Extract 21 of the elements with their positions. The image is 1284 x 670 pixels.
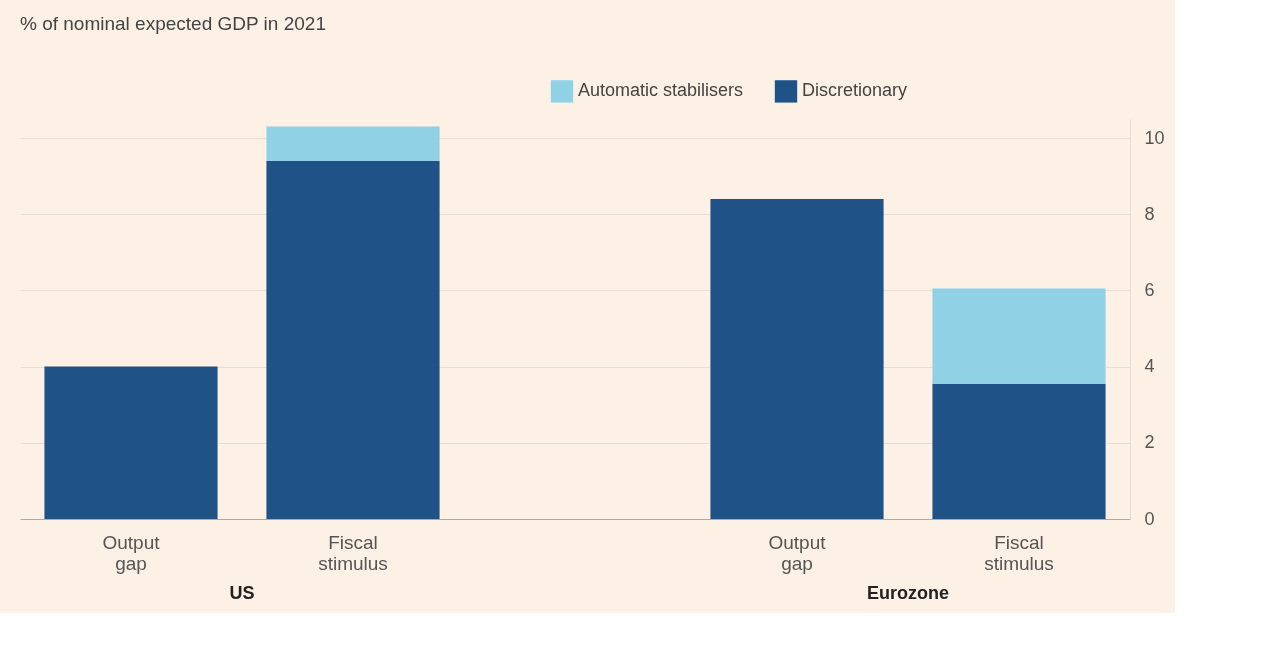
x-tick-label: Fiscal stimulus [318, 531, 388, 574]
y-tick-label: 0 [1144, 508, 1155, 529]
bar [266, 160, 440, 519]
legend-label: Automatic stabilisers [578, 80, 744, 101]
legend-label: Discretionary [802, 80, 908, 101]
bar [932, 288, 1106, 384]
bar [44, 366, 218, 519]
y-tick-label: 8 [1144, 203, 1155, 224]
y-tick-label: 2 [1144, 432, 1155, 453]
y-tick-label: 4 [1144, 356, 1155, 377]
chart-title: % of nominal expected GDP in 2021 [20, 13, 326, 34]
bar [932, 383, 1106, 519]
y-tick-label: 10 [1144, 127, 1165, 148]
text: US [229, 583, 255, 603]
y-tick-label: 6 [1144, 279, 1155, 300]
bar [710, 199, 884, 519]
x-tick-label: Output gap [102, 531, 161, 574]
x-tick-label: Output gap [768, 531, 827, 574]
text: Eurozone [866, 583, 950, 603]
x-tick-label: Fiscal stimulus [984, 531, 1054, 574]
bar [266, 126, 440, 161]
